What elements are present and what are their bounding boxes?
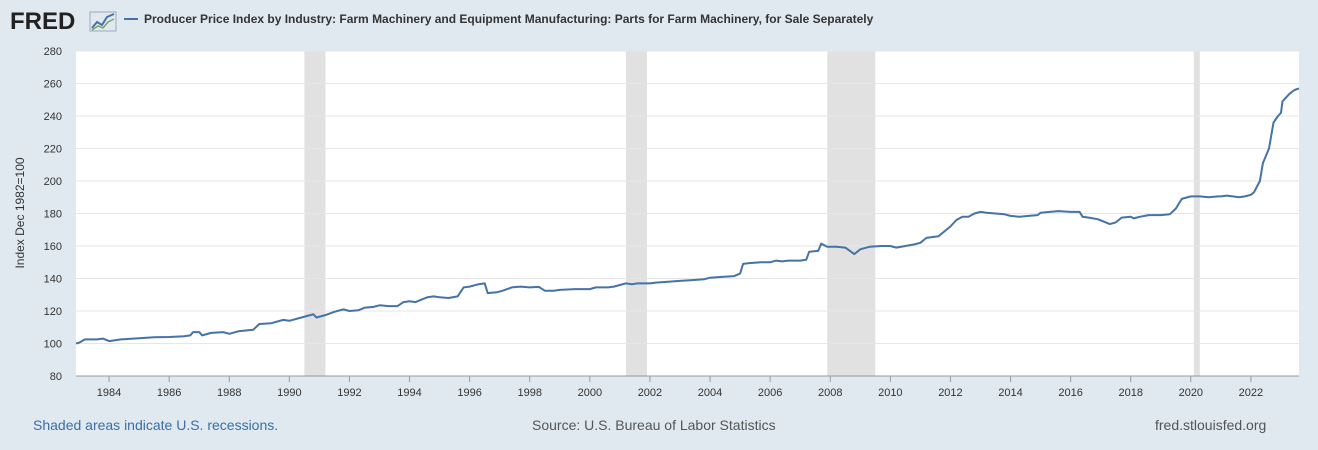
y-tick-label: 100 (44, 339, 62, 351)
y-tick-label: 180 (44, 209, 62, 221)
x-tick-label: 1990 (277, 387, 301, 399)
recession-note[interactable]: Shaded areas indicate U.S. recessions. (33, 417, 279, 433)
y-axis-label: Index Dec 1982=100 (13, 157, 27, 268)
x-tick-label: 2020 (1179, 387, 1203, 399)
y-axis-ticks: 80 100 120 140 160 180 200 220 240 260 280 (44, 46, 62, 383)
y-tick-label: 280 (44, 46, 62, 58)
x-tick-label: 1994 (397, 387, 421, 399)
x-tick-label: 1998 (517, 387, 541, 399)
x-tick-label: 2002 (638, 387, 662, 399)
x-tick-label: 2006 (758, 387, 782, 399)
x-tick-label: 2016 (1058, 387, 1082, 399)
series-line[interactable] (75, 87, 1300, 345)
y-tick-label: 140 (44, 274, 62, 286)
site-link[interactable]: fred.stlouisfed.org (1155, 417, 1267, 433)
x-tick-label: 2012 (938, 387, 962, 399)
y-tick-label: 220 (44, 144, 62, 156)
x-tick-label: 2000 (578, 387, 602, 399)
x-tick-label: 1992 (337, 387, 361, 399)
x-tick-label: 2022 (1239, 387, 1263, 399)
y-tick-label: 80 (50, 371, 62, 383)
fred-logo-text: FRED (10, 8, 75, 35)
x-tick-label: 1996 (457, 387, 481, 399)
source-note: Source: U.S. Bureau of Labor Statistics (532, 417, 776, 433)
x-tick-label: 2008 (818, 387, 842, 399)
x-tick-label: 2014 (998, 387, 1022, 399)
legend-label: Producer Price Index by Industry: Farm M… (144, 12, 874, 26)
chart-icon (89, 11, 117, 32)
x-axis-ticks: 1984 1986 1988 1990 1992 1994 1996 1998 2000 2002… (76, 375, 1299, 399)
legend: Producer Price Index by Industry: Farm M… (124, 12, 873, 26)
y-tick-label: 200 (44, 176, 62, 188)
x-tick-label: 2010 (878, 387, 902, 399)
legend-swatch (124, 18, 138, 20)
fred-logo[interactable]: FRED (10, 6, 120, 36)
x-tick-label: 1984 (97, 387, 121, 399)
y-tick-label: 120 (44, 306, 62, 318)
x-tick-label: 2018 (1118, 387, 1142, 399)
y-tick-label: 240 (44, 111, 62, 123)
y-tick-label: 260 (44, 79, 62, 91)
x-tick-label: 2004 (698, 387, 722, 399)
x-tick-label: 1986 (157, 387, 181, 399)
x-tick-label: 1988 (217, 387, 241, 399)
y-tick-label: 160 (44, 241, 62, 253)
